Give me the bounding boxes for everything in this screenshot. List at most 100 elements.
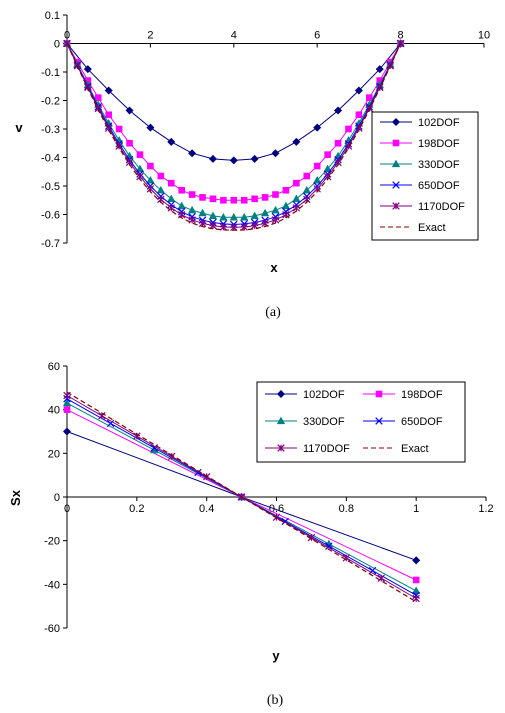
- data-point: [167, 204, 175, 212]
- data-point: [272, 191, 279, 198]
- y-tick-label: 0: [54, 39, 60, 51]
- legend-entry-198dof: 198DOF: [363, 389, 443, 401]
- data-point: [302, 185, 311, 194]
- series-exact: [66, 391, 417, 603]
- y-tick-label: -20: [44, 536, 60, 548]
- legend-box: [256, 381, 466, 463]
- data-point: [188, 149, 197, 158]
- x-tick-label: 4: [231, 30, 237, 42]
- data-point: [187, 205, 197, 214]
- data-point: [313, 175, 322, 184]
- data-point: [104, 86, 113, 95]
- data-point: [208, 211, 218, 220]
- legend-marker: [391, 117, 401, 127]
- data-point: [313, 123, 322, 132]
- data-point: [230, 223, 238, 232]
- series-line-198dof: [66, 43, 402, 201]
- data-point: [250, 211, 259, 220]
- legend-marker: [276, 416, 286, 425]
- data-point: [260, 208, 270, 217]
- data-point: [375, 65, 384, 74]
- data-point: [307, 533, 316, 542]
- y-tick-label: -0.3: [41, 124, 60, 136]
- data-point: [198, 208, 207, 217]
- data-point: [63, 406, 71, 413]
- series-330dof: [62, 39, 405, 221]
- data-point: [178, 186, 185, 194]
- legend-entry-exact: Exact: [363, 443, 429, 455]
- data-point: [271, 149, 280, 158]
- legend-marker: [392, 181, 400, 189]
- data-point: [293, 179, 300, 187]
- data-point: [177, 201, 186, 210]
- legend-label: Exact: [401, 443, 429, 455]
- y-tick-label: -0.7: [41, 238, 60, 250]
- legend-box: [371, 111, 479, 241]
- data-point: [354, 86, 363, 95]
- data-point: [240, 196, 248, 204]
- data-point: [135, 164, 145, 173]
- legend-marker: [392, 139, 400, 147]
- series-exact: [66, 43, 402, 231]
- legend-label: 330DOF: [303, 416, 345, 428]
- data-point: [219, 223, 228, 231]
- data-point: [355, 111, 363, 119]
- y-tick-label: 60: [48, 361, 60, 373]
- chart-b-legend: 102DOF 198DOF 330DOF 650DOF 1170DOF Exact: [256, 381, 466, 463]
- data-point: [125, 106, 134, 115]
- data-point: [83, 65, 92, 74]
- x-tick-label: 1: [413, 503, 419, 515]
- legend-entry-102dof: 102DOF: [380, 117, 460, 129]
- y-tick-label: 0: [54, 492, 60, 504]
- legend-entry-exact: Exact: [380, 222, 446, 234]
- x-tick-label: 0.4: [199, 503, 214, 515]
- legend-entry-1170dof: 1170DOF: [265, 443, 350, 455]
- data-point: [271, 216, 280, 224]
- chart-b-caption: (b): [267, 693, 284, 708]
- data-point: [377, 574, 385, 582]
- series-line-exact: [66, 391, 417, 603]
- data-point: [240, 223, 248, 231]
- chart-b-series: [62, 391, 421, 603]
- legend-marker: [277, 444, 285, 452]
- data-point: [157, 172, 165, 180]
- data-point: [292, 194, 301, 202]
- x-tick-label: 1.2: [478, 503, 493, 515]
- chart-a-series: [62, 39, 405, 232]
- data-point: [115, 125, 123, 133]
- data-point: [105, 111, 113, 119]
- data-point: [281, 201, 291, 210]
- chart-b-ylabel: Sx: [8, 489, 23, 506]
- data-point: [368, 566, 377, 575]
- data-point: [167, 137, 176, 146]
- x-tick-label: 2: [147, 30, 153, 42]
- chart-a-legend: 102DOF 198DOF 330DOF 650DOF 1170DOF Exact: [371, 111, 479, 241]
- y-tick-label: -0.2: [41, 96, 60, 108]
- legend-entry-102dof: 102DOF: [265, 389, 345, 401]
- data-point: [412, 586, 421, 595]
- legend-entry-650dof: 650DOF: [380, 180, 460, 192]
- legend-label: Exact: [418, 222, 446, 234]
- legend-label: 1170DOF: [303, 443, 350, 455]
- legend-label: 330DOF: [418, 159, 460, 171]
- data-point: [334, 139, 342, 147]
- legend-label: 650DOF: [401, 416, 443, 428]
- x-tick-label: 6: [314, 30, 320, 42]
- data-point: [198, 219, 207, 228]
- legend-entry-330dof: 330DOF: [380, 159, 460, 171]
- legend-marker: [375, 390, 383, 398]
- legend-label: 198DOF: [401, 389, 443, 401]
- data-point: [271, 205, 280, 214]
- y-tick-label: 40: [48, 405, 60, 417]
- y-tick-label: -60: [44, 623, 60, 635]
- data-point: [250, 154, 259, 163]
- data-point: [303, 172, 311, 180]
- chart-a-xlabel: x: [270, 260, 278, 275]
- data-point: [146, 175, 155, 184]
- chart-a-deflection: 0 2 4 6 8 100.10-0.1-0.2-0.3-0.4-0.5-0.6-0.7 …: [15, 10, 490, 320]
- data-point: [313, 162, 321, 170]
- y-tick-label: -0.1: [41, 67, 60, 79]
- legend-marker: [392, 202, 400, 210]
- x-tick-label: 10: [478, 30, 490, 42]
